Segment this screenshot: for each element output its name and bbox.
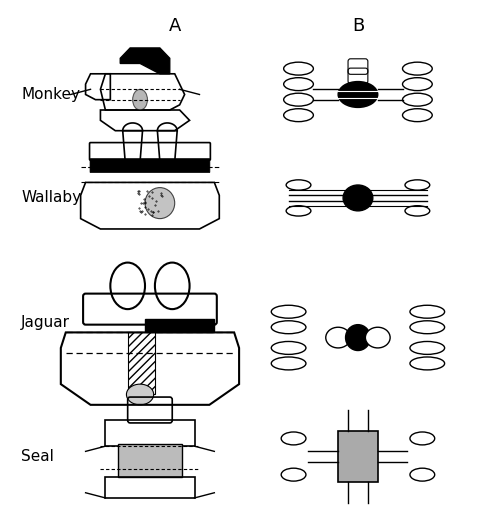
FancyBboxPatch shape xyxy=(90,159,210,173)
Bar xyxy=(338,431,378,483)
Text: A: A xyxy=(168,17,181,35)
Text: Seal: Seal xyxy=(21,449,54,464)
Ellipse shape xyxy=(145,188,175,218)
Bar xyxy=(145,319,214,332)
Text: Wallaby: Wallaby xyxy=(21,190,81,205)
Text: Monkey: Monkey xyxy=(21,87,80,102)
Ellipse shape xyxy=(343,185,373,211)
Bar xyxy=(106,477,195,498)
Ellipse shape xyxy=(338,82,378,108)
Polygon shape xyxy=(120,48,170,74)
Text: B: B xyxy=(352,17,364,35)
Ellipse shape xyxy=(346,324,371,350)
Text: Jaguar: Jaguar xyxy=(21,315,70,330)
Ellipse shape xyxy=(326,327,351,348)
Bar xyxy=(118,444,182,477)
Bar xyxy=(106,420,195,446)
Ellipse shape xyxy=(132,89,147,110)
Ellipse shape xyxy=(366,327,390,348)
Ellipse shape xyxy=(126,384,154,405)
Bar xyxy=(127,332,155,395)
